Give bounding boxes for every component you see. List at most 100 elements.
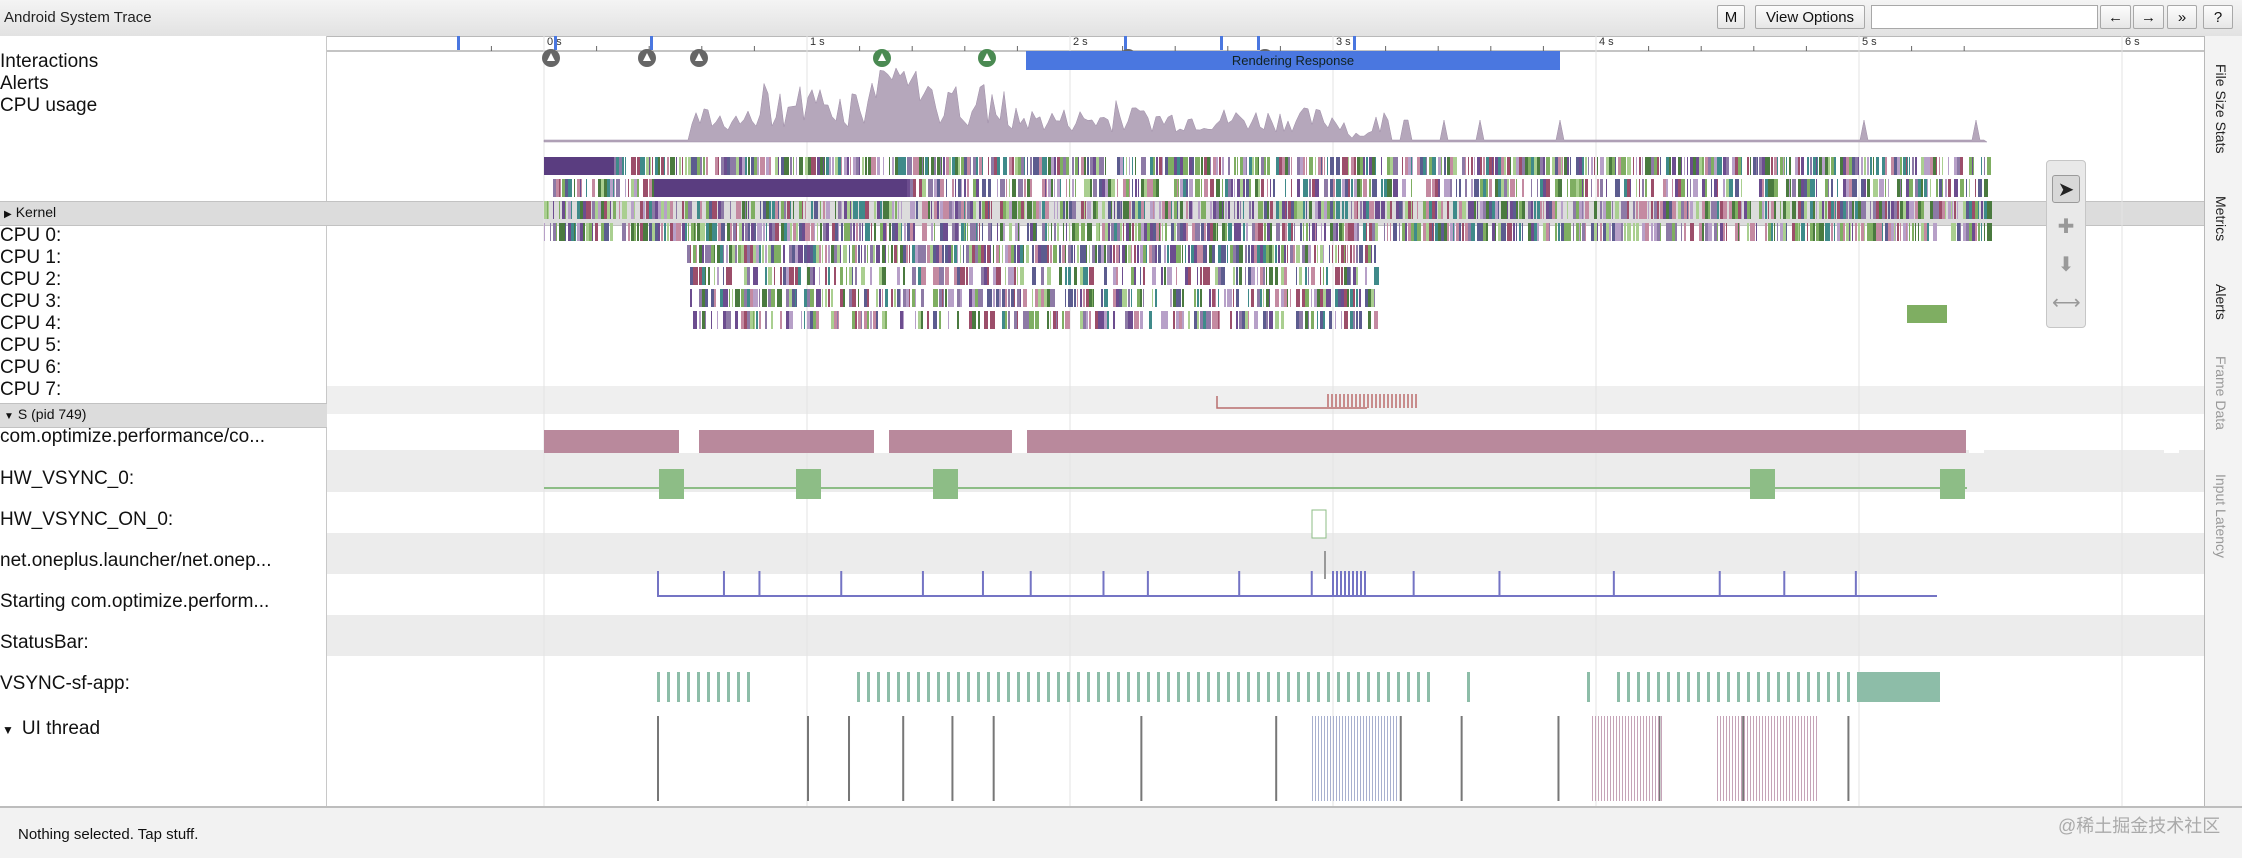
cpu-slice [1357, 179, 1362, 197]
trace-tracks[interactable] [327, 36, 2204, 806]
more-button[interactable]: » [2167, 5, 2197, 29]
ui-thread-tick [1357, 716, 1358, 801]
search-input[interactable] [1871, 5, 2098, 29]
m-button[interactable]: M [1717, 5, 1745, 29]
cpu-slice [1636, 201, 1638, 219]
cpu-slice [1338, 245, 1339, 263]
back-arrow-button[interactable]: ← [2100, 5, 2131, 29]
ui-thread-label[interactable]: ▼ UI thread [2, 718, 101, 739]
interactions-label: Interactions [0, 51, 99, 72]
tab-file-size-stats[interactable]: File Size Stats [2213, 64, 2229, 154]
cpu-slice [1039, 201, 1041, 219]
cpu-slice [1353, 267, 1356, 285]
expand-triangle-icon[interactable]: ▼ [2, 723, 14, 737]
cpu-slice [1879, 179, 1884, 197]
cpu-slice [1534, 201, 1536, 219]
tab-input-latency[interactable]: Input Latency [2213, 474, 2229, 559]
cpu-slice [1600, 157, 1604, 175]
cpu-slice [991, 223, 992, 241]
cpu-slice [601, 201, 605, 219]
cpu-slice [999, 245, 1000, 263]
expand-triangle-icon[interactable]: ▼ [4, 411, 14, 422]
vsync-sf-tick [1617, 672, 1620, 702]
cpu-slice [895, 157, 899, 175]
cpu-slice [717, 311, 718, 329]
cpu-slice [946, 157, 951, 175]
collapse-triangle-icon[interactable]: ▶ [4, 209, 12, 220]
cpu-slice [952, 179, 954, 197]
view-options-button[interactable]: View Options [1755, 5, 1865, 29]
cpu-slice [1233, 245, 1237, 263]
cpu-slice [1102, 179, 1106, 197]
cpu-slice [844, 223, 848, 241]
cpu-slice [1195, 179, 1200, 197]
cpu-slice [1960, 179, 1964, 197]
vsync-sf-tick [1637, 672, 1640, 702]
cpu-slice [789, 289, 794, 307]
cpu-slice [741, 289, 745, 307]
cpu-slice [822, 289, 823, 307]
cpu-slice [1251, 267, 1255, 285]
cpu-slice [1173, 311, 1175, 329]
tab-frame-data[interactable]: Frame Data [2213, 356, 2229, 430]
cpu-slice [1192, 157, 1194, 175]
tab-alerts[interactable]: Alerts [2213, 284, 2229, 320]
cpu-slice [1519, 201, 1522, 219]
vsync-sf-tick [997, 672, 1000, 702]
cpu-slice [1123, 223, 1124, 241]
cpu-slice [1417, 157, 1420, 175]
cpu-slice [1678, 179, 1682, 197]
cpu-slice [1089, 245, 1090, 263]
cpu-slice [1954, 201, 1956, 219]
cpu-slice [1759, 179, 1762, 197]
vsync-sf-tick [1647, 672, 1650, 702]
cpu-slice [1735, 223, 1740, 241]
alert-icon [638, 49, 656, 67]
cpu-slice [1128, 311, 1133, 329]
select-icon[interactable]: ➤ [2052, 175, 2080, 203]
cpu-slice [1357, 223, 1359, 241]
cpu-slice [559, 179, 560, 197]
cpu-slice [972, 289, 976, 307]
cpu-slice [1459, 179, 1461, 197]
vsync-sf-tick [1757, 672, 1760, 702]
cpu-slice [1345, 201, 1348, 219]
cpu-slice [1342, 223, 1344, 241]
help-button[interactable]: ? [2203, 5, 2233, 29]
forward-arrow-button[interactable]: → [2133, 5, 2164, 29]
cpu-slice [613, 201, 616, 219]
cpu-slice [831, 289, 833, 307]
rendering-response-bar[interactable]: Rendering Response [1026, 51, 1560, 70]
cpu-slice [834, 311, 839, 329]
pan-icon[interactable]: ✚ [2057, 216, 2075, 238]
cpu-slice [1687, 179, 1688, 197]
cpu-slice [1009, 157, 1013, 175]
row-background [327, 615, 2204, 656]
trace-canvas[interactable] [327, 36, 2204, 806]
cpu-slice [613, 157, 617, 175]
row-background [327, 386, 2204, 414]
vsync-sf-tick [1287, 672, 1290, 702]
cpu-slice [1239, 267, 1242, 285]
ui-thread-tick [1396, 716, 1397, 801]
cpu-slice [946, 201, 950, 219]
cpu-slice [1456, 179, 1457, 197]
cpu-slice [877, 157, 880, 175]
zoom-icon[interactable]: ⬇ [2057, 254, 2075, 276]
timing-icon[interactable]: ⟷ [2052, 292, 2081, 314]
tab-metrics[interactable]: Metrics [2213, 196, 2229, 242]
cpu-slice [1450, 157, 1454, 175]
cpu-slice [970, 223, 974, 241]
cpu-slice [1261, 157, 1264, 175]
cpu-slice [945, 289, 947, 307]
cpu-slice [1063, 223, 1064, 241]
cpu-slice [1042, 201, 1046, 219]
cpu-slice [1371, 289, 1374, 307]
cpu-slice [1528, 223, 1533, 241]
cpu-slice [664, 223, 666, 241]
cpu-slice [658, 223, 660, 241]
cpu-slice [1374, 311, 1378, 329]
cpu-slice [1240, 201, 1241, 219]
cpu-slice [1291, 179, 1292, 197]
cpu-slice [1471, 157, 1473, 175]
